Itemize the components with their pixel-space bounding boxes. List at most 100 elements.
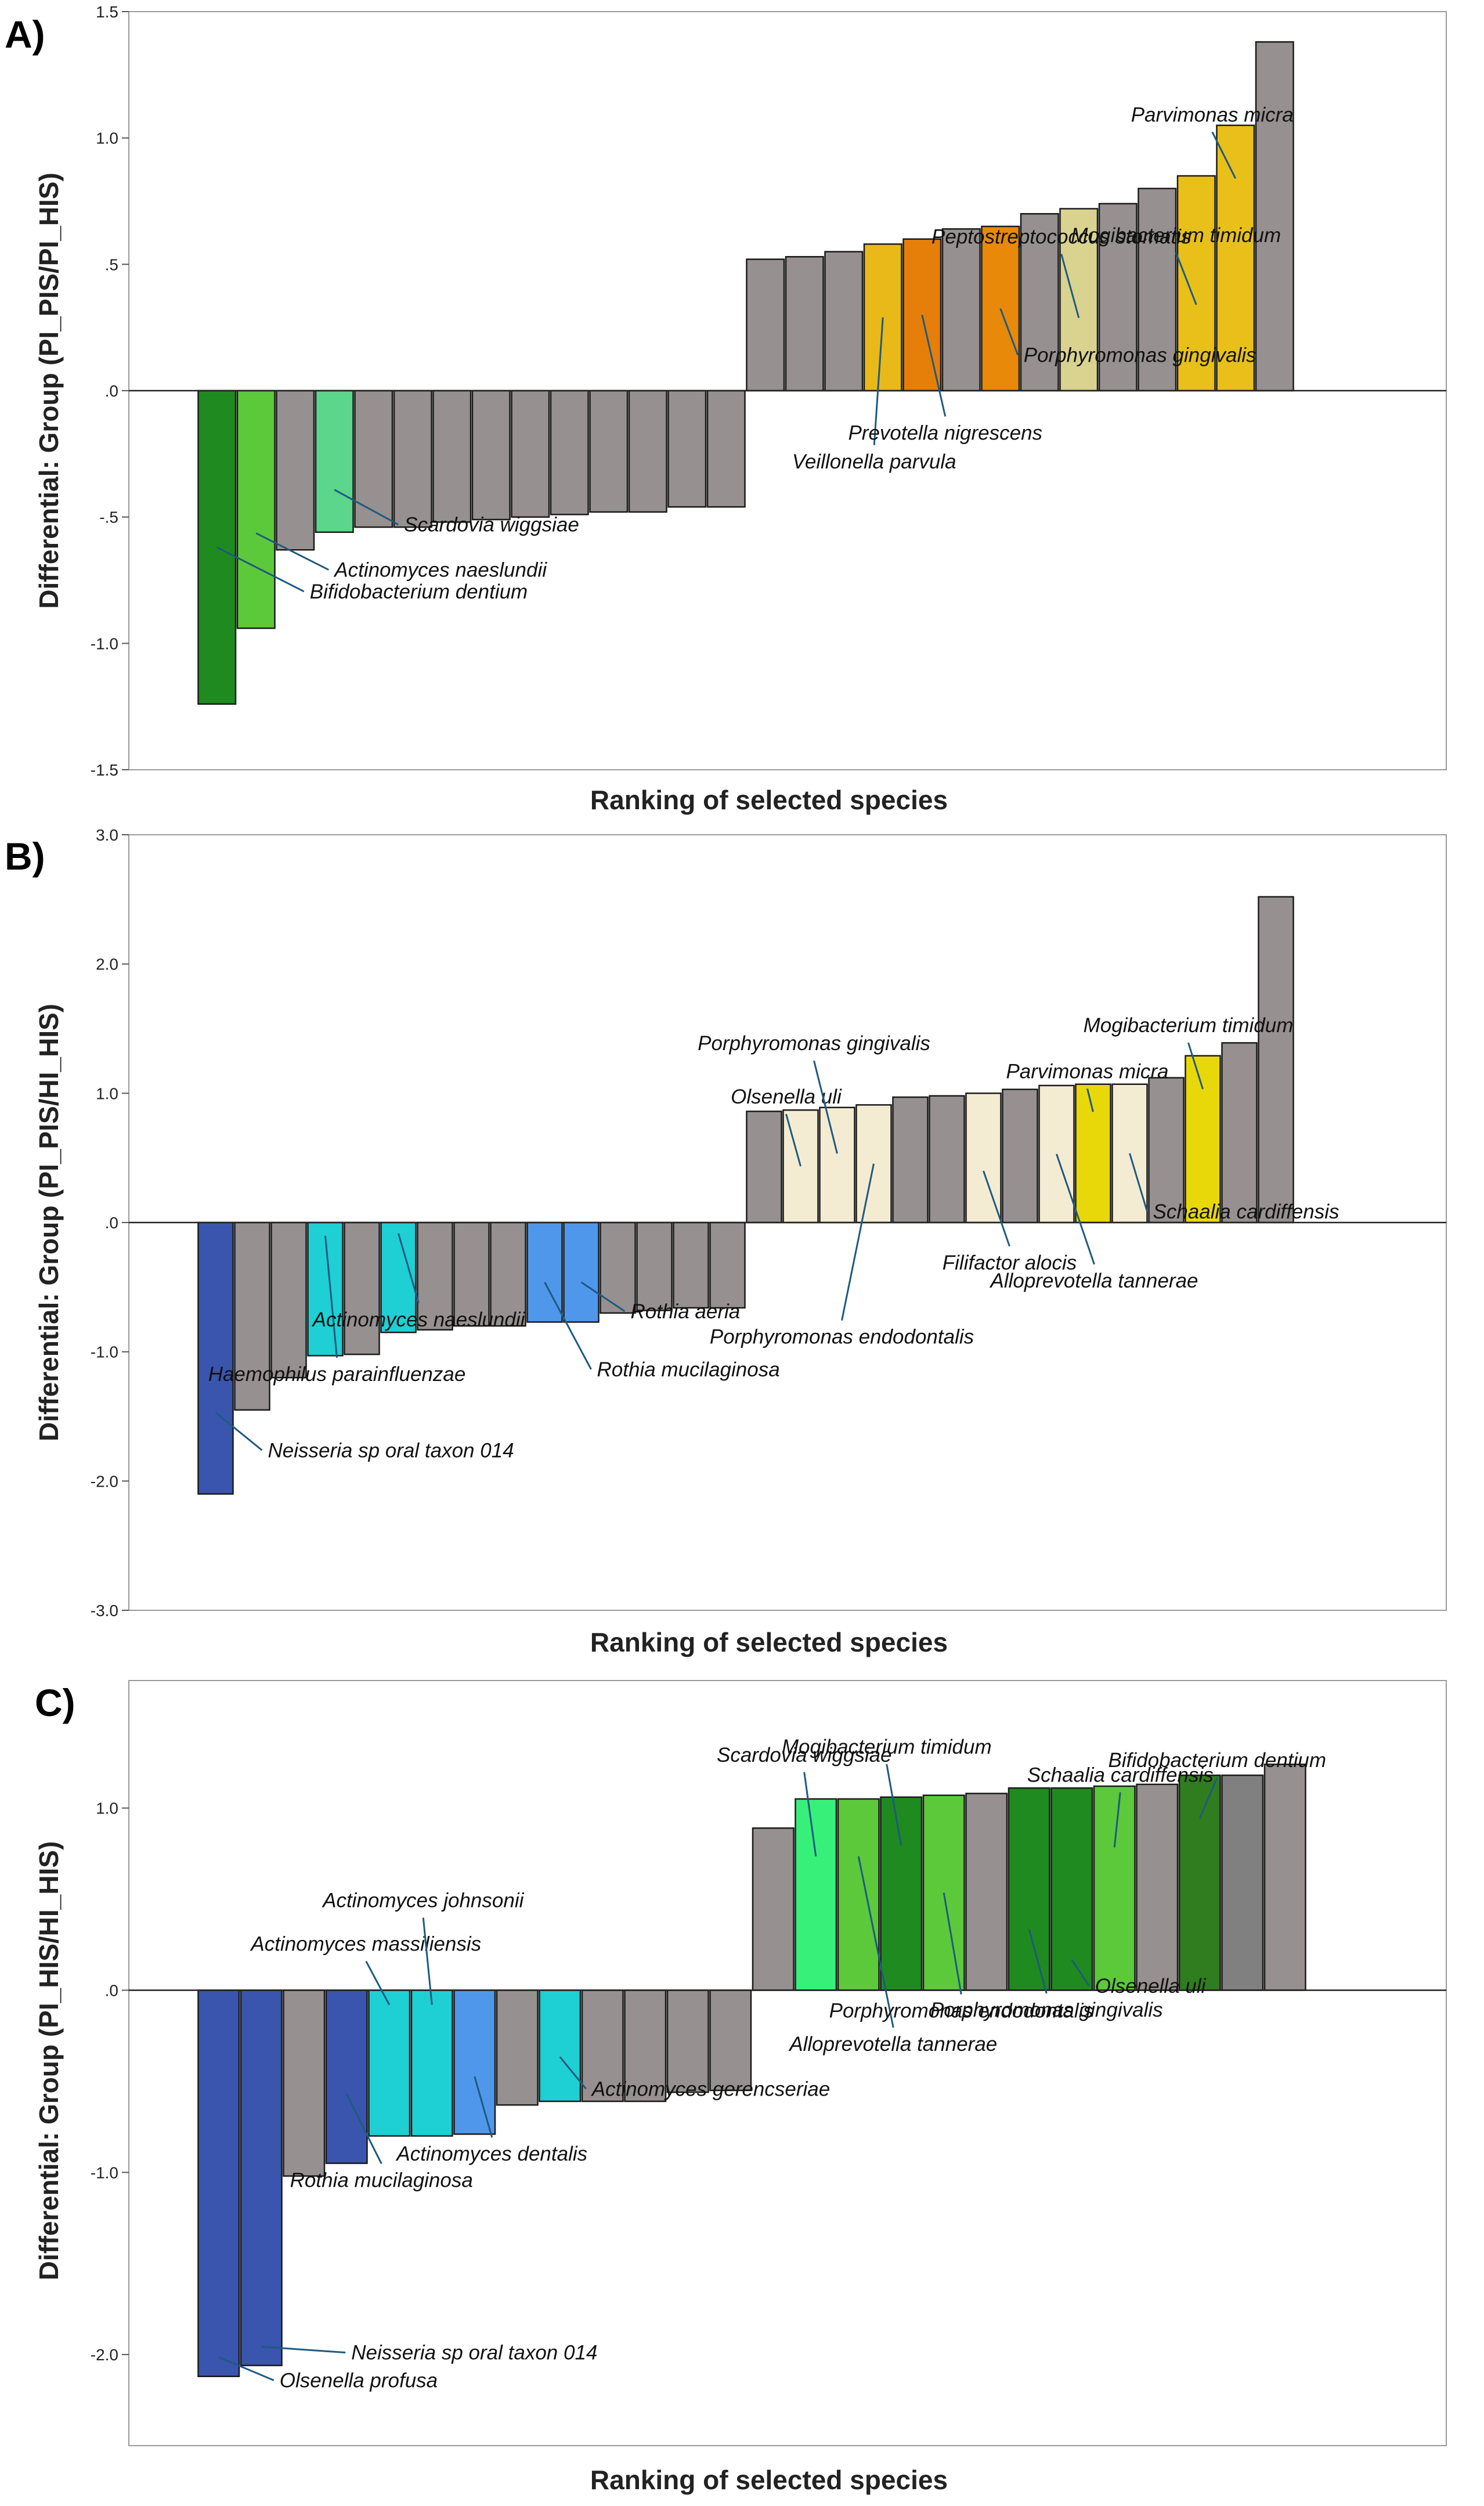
panel-c-annotation-leader [1071,1959,1090,1987]
panel-a-bar-11 [589,390,629,513]
panel-c-annotation-label: Porphyromonas gingivalis [930,1999,1163,2021]
panel-a-annotation-leader [216,546,305,593]
panel-a-ytick-label: -.5 [99,509,118,527]
panel-a-annotation-label: Actinomyces naeslundii [333,559,547,582]
panel-b-ytick-label: -2.0 [91,1472,118,1490]
panel-c-annotation-label: Actinomyces dentalis [395,2143,587,2165]
panel-c-bar-12 [666,1989,709,2093]
panel-b-bar-29 [1221,1042,1258,1224]
panel-b-bar-9 [490,1221,526,1327]
panel-b-bar-21 [929,1095,965,1224]
panel-a-bar-2 [236,390,276,629]
panel-b-ytick-label: 2.0 [96,955,118,973]
panel-c-ytick-label: .0 [105,1981,118,1999]
panel-a-annotation-label: Porphyromonas gingivalis [1024,344,1256,367]
panel-a-annotation-leader [1060,254,1080,319]
panel-c-bar-23 [1136,1783,1179,1991]
panel-a-bar-8 [471,390,511,521]
panel-a-annotation-label: Peptostreptococcus stomatis [931,226,1191,248]
panel-a-annotation-label: Prevotella nigrescens [848,421,1042,444]
panel-c-bar-13 [709,1989,752,2092]
panel-a-ytick-label: -1.0 [91,634,118,652]
panel-b-bar-20 [892,1096,929,1224]
panel-b-annotation-label: Rothia aeria [631,1300,741,1323]
panel-c-annotation-leader [943,1892,962,1995]
panel-b-annotation-label: Neisseria sp oral taxon 014 [268,1439,514,1462]
panel-b-annotation-leader [785,1113,801,1167]
panel-a-bar-16 [785,256,824,392]
panel-a-bar-13 [667,390,707,508]
panel-c-bar-3 [283,1989,326,2177]
panel-a-annotation-label: Mogibacterium timidum [1071,224,1281,247]
panel-c-ytick-label: -2.0 [91,2346,118,2364]
panel-c-bar-24 [1178,1774,1221,1991]
panel-c-bar-25 [1221,1774,1264,1991]
panel-b-bar-14 [673,1221,709,1309]
panel-c-annotation-label: Neisseria sp oral taxon 014 [351,2342,597,2364]
panel-c-annotation-leader [1113,1792,1121,1848]
panel-c-annotation-leader [261,2346,346,2354]
panel-a-annotation-leader [1175,252,1197,305]
panel-c-plot-frame [128,1680,1447,2446]
panel-a-annotation-label: Bifidobacterium dentium [310,580,528,603]
panel-c-label: C) [35,1681,75,1724]
panel-b-y-axis-title: Differential: Group (PI_PIS/HI_HIS) [34,1004,64,1441]
panel-c-bar-4 [325,1989,368,2164]
panel-a-annotation-leader [255,532,329,571]
panel-b-bar-28 [1185,1055,1221,1224]
panel-b-bar-11 [563,1221,600,1323]
panel-c-bar-21 [1050,1787,1093,1991]
panel-b-bar-25 [1075,1083,1111,1224]
panel-a-ytick-label: 1.5 [96,3,118,21]
panel-c-annotation-leader [345,2093,382,2165]
panel-b-bar-3 [270,1221,307,1379]
panel-b-bar-1 [197,1221,234,1495]
panel-c-annotation-leader [365,1960,391,2006]
panel-a-y-axis-title: Differential: Group (PI_PIS/PI_HIS) [34,172,64,608]
panel-b-bar-13 [636,1221,673,1311]
panel-a-bar-7 [432,390,472,523]
panel-c-bar-18 [922,1794,965,1991]
panel-c-bar-2 [240,1989,283,2367]
panel-b-bar-16 [746,1110,782,1224]
panel-b-bar-27 [1148,1077,1185,1224]
panel-a-bar-25 [1138,188,1177,392]
panel-b-annotation-leader [215,1412,263,1451]
panel-a-bar-17 [824,251,864,392]
panel-b-bar-10 [526,1221,563,1323]
panel-a-bar-5 [354,390,393,528]
panel-b-annotation-leader [1187,1042,1204,1090]
panel-a-annotation-leader [1211,131,1237,179]
panel-a-bar-27 [1216,124,1255,392]
panel-c-annotation-label: Rothia mucilaginosa [290,2169,473,2191]
panel-b-annotation-leader [580,1281,626,1313]
panel-b-bar-7 [417,1221,453,1331]
panel-c-bar-5 [368,1989,411,2137]
panel-a-bar-26 [1176,175,1216,392]
panel-b-annotation-label: Alloprevotella tannerae [989,1270,1198,1292]
panel-b-annotation-label: Filifactor alocis [943,1252,1077,1274]
panel-b-annotation-leader [1086,1088,1094,1112]
panel-c-bar-9 [539,1989,582,2103]
panel-c-bar-7 [453,1989,496,2135]
panel-c-annotation-label: Actinomyces massiliensis [250,1933,481,1956]
panel-c-bar-11 [624,1989,667,2103]
panel-c-bar-10 [581,1989,624,2103]
panel-c-annotation-leader [422,1917,433,2005]
panel-c-annotation-label: Scardovia wiggsiae [717,1744,892,1766]
panel-b-annotation-leader [983,1170,1010,1247]
panel-c-ytick-label: 1.0 [96,1800,118,1818]
panel-b-annotation-leader [1056,1153,1095,1265]
panel-a-ytick-label: 1.0 [96,129,118,147]
panel-b-ytick-label: 3.0 [96,826,118,844]
panel-b-bar-30 [1258,896,1294,1224]
panel-b-ytick-label: -3.0 [91,1602,118,1620]
panel-c-annotation-leader [886,1764,902,1846]
panel-c-annotation-label: Bifidobacterium dentium [1109,1749,1326,1772]
panel-a-bar-10 [550,390,589,515]
panel-a-annotation-label: Veillonella parvula [792,450,956,473]
panel-c-bar-19 [965,1793,1008,1991]
panel-b-annotation-label: Porphyromonas gingivalis [698,1032,930,1055]
panel-b-annotation-label: Porphyromonas endodontalis [710,1326,974,1348]
